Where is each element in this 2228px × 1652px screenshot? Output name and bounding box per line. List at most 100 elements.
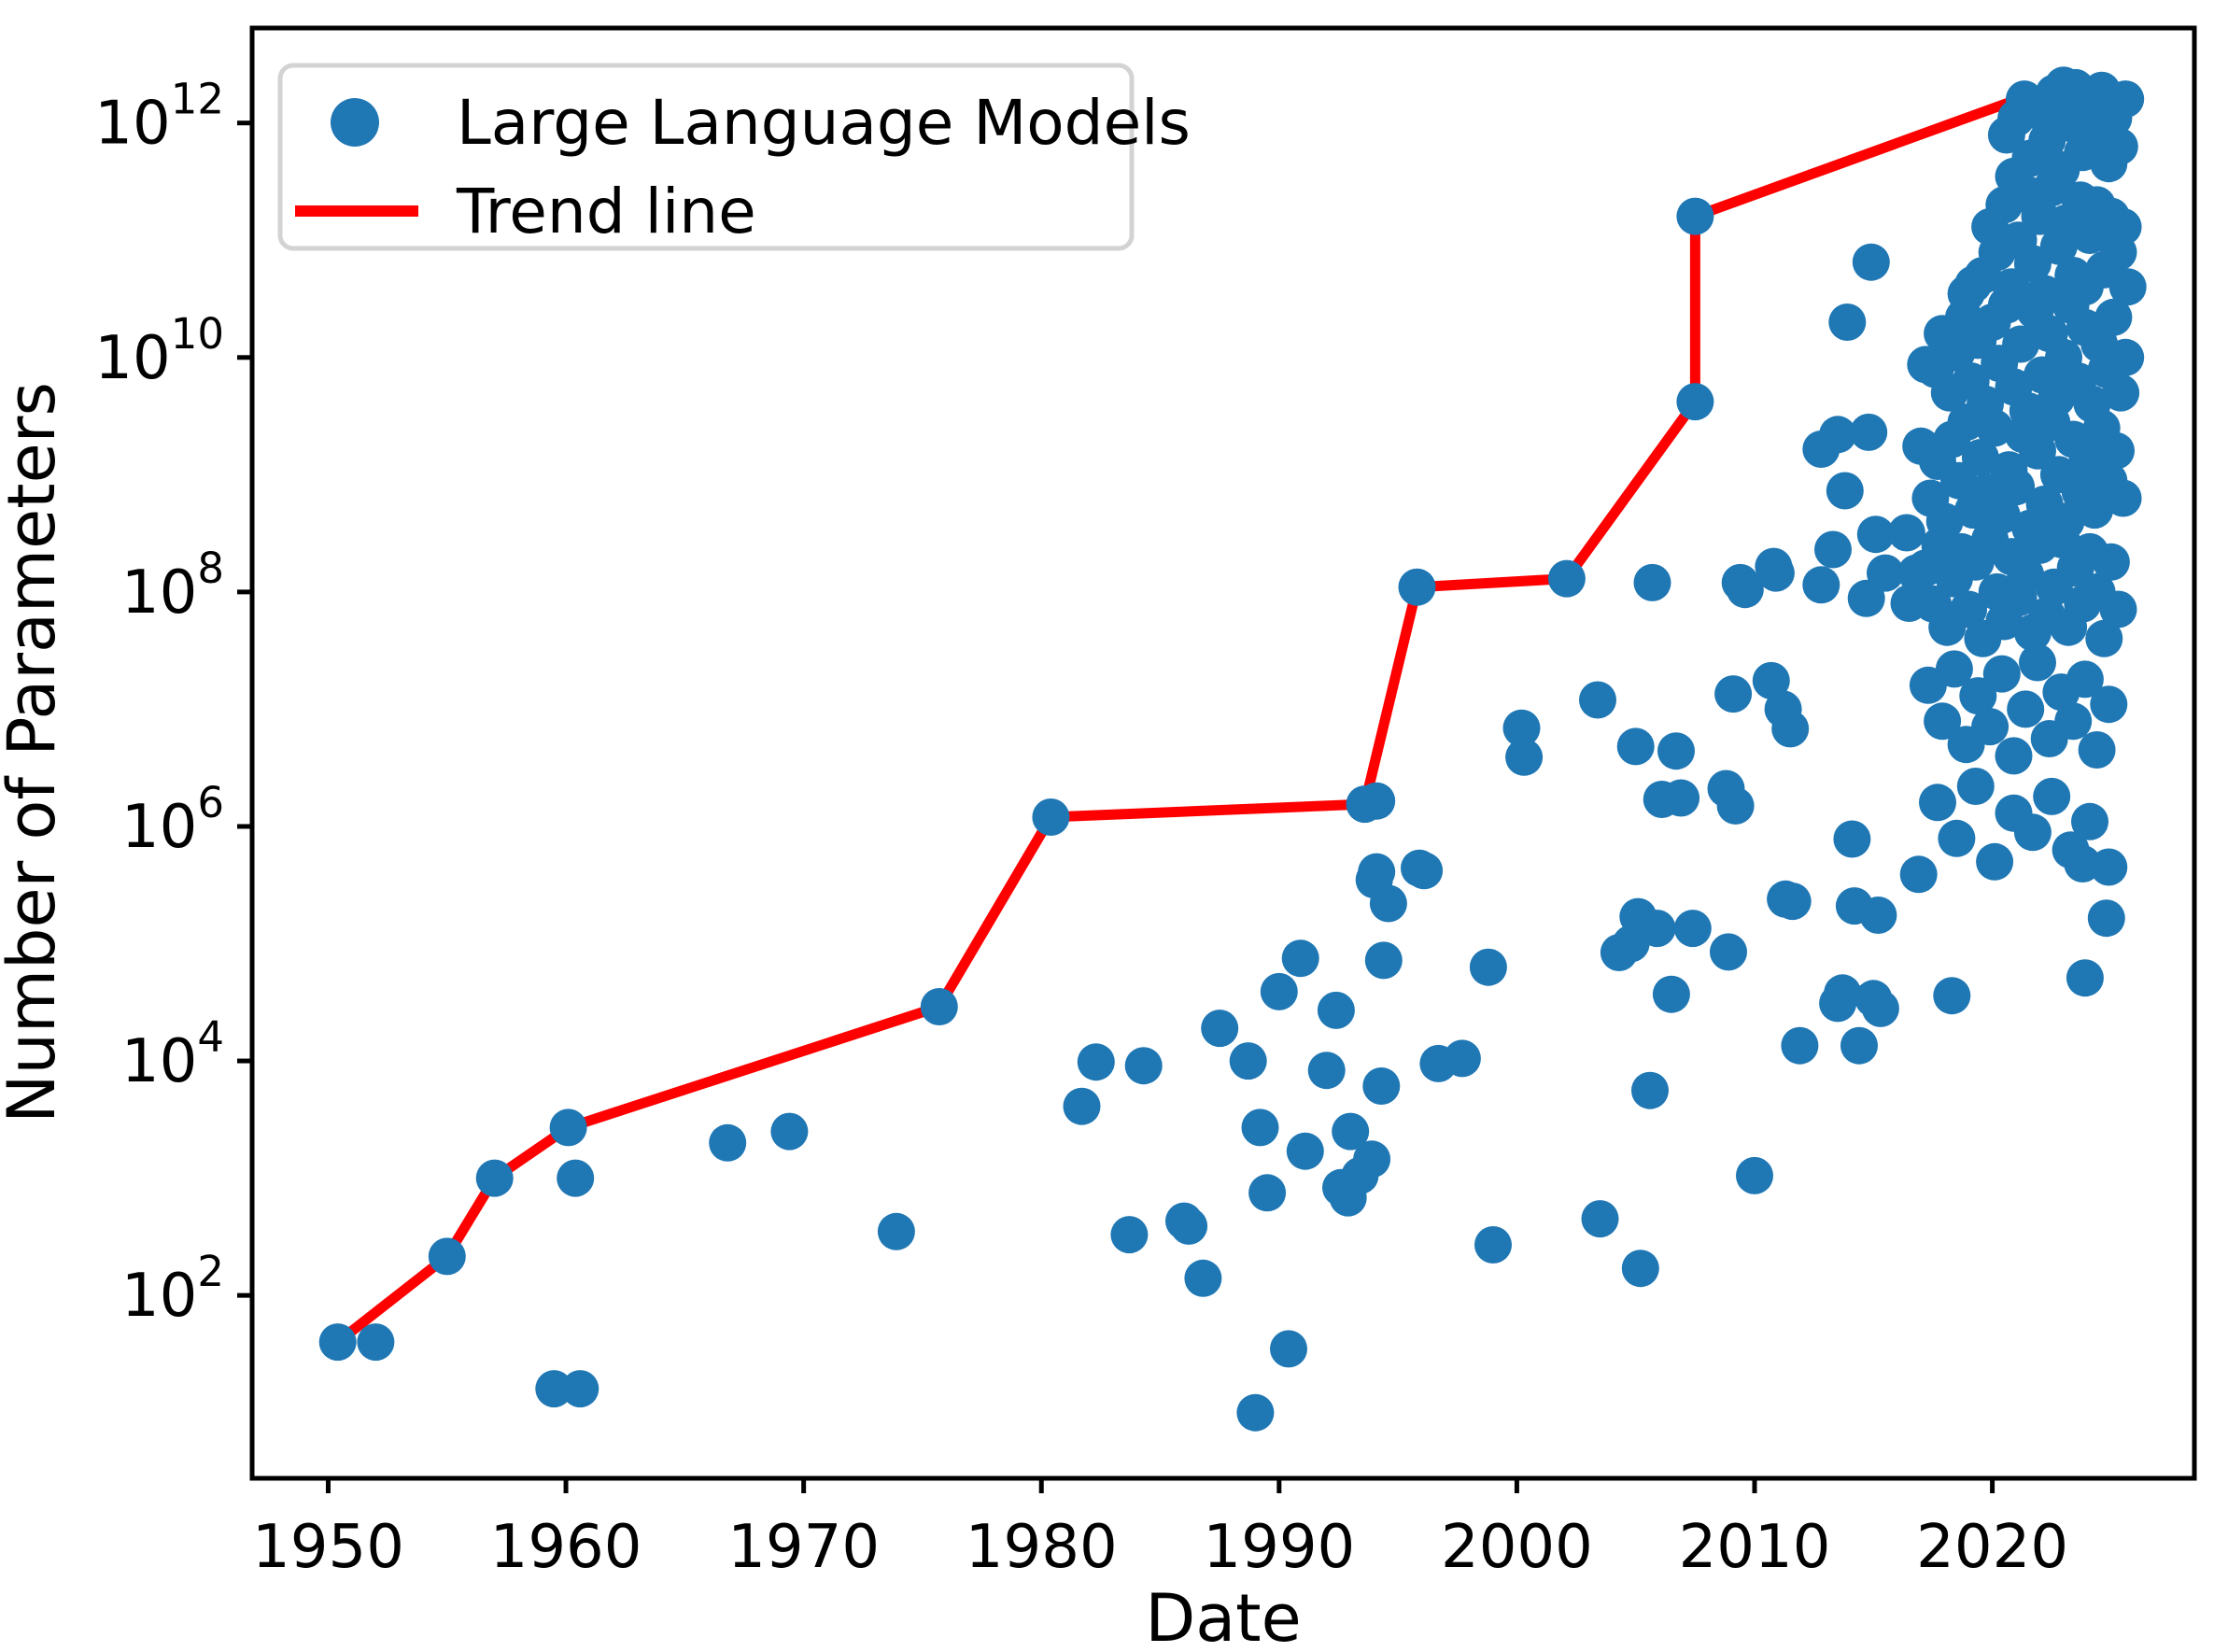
legend-scatter-marker-icon	[331, 98, 379, 147]
data-point	[1270, 1330, 1307, 1368]
y-tick-label: 102	[121, 1247, 224, 1331]
data-point	[1229, 1042, 1267, 1080]
data-point	[2085, 619, 2123, 657]
data-point	[2066, 660, 2104, 699]
data-point	[1752, 661, 1790, 699]
y-tick-label: 104	[121, 1012, 224, 1096]
data-point	[1362, 1067, 1401, 1105]
data-point	[2078, 731, 2116, 769]
data-point	[1633, 563, 1671, 601]
data-point	[1771, 710, 1810, 748]
data-point	[2013, 813, 2052, 852]
data-point	[1063, 1087, 1101, 1125]
data-point	[2102, 374, 2140, 412]
data-point	[2019, 431, 2056, 470]
data-point	[1358, 853, 1396, 891]
data-point	[1781, 1026, 1819, 1065]
data-point	[549, 1108, 587, 1147]
data-point	[2107, 80, 2145, 119]
data-point	[770, 1112, 809, 1151]
data-point	[1947, 403, 1985, 442]
data-point	[318, 1323, 357, 1362]
data-point	[1184, 1259, 1222, 1297]
data-point	[1241, 1108, 1279, 1147]
data-point	[1756, 554, 1795, 592]
data-point	[1726, 571, 1764, 609]
data-point	[1859, 897, 1897, 934]
x-tick-label: 1960	[490, 1513, 642, 1582]
data-point	[1736, 1156, 1773, 1194]
data-point	[2013, 245, 2052, 283]
data-point	[1887, 514, 1925, 552]
data-point	[2007, 690, 2045, 728]
data-point	[1281, 939, 1319, 978]
data-point	[1971, 708, 2009, 746]
x-tick-label: 2010	[1679, 1513, 1831, 1582]
data-point	[1773, 882, 1812, 921]
data-point	[1814, 530, 1852, 569]
data-point	[1997, 468, 2036, 506]
data-point	[1662, 779, 1700, 817]
data-point	[1828, 304, 1867, 341]
data-point	[1353, 1140, 1391, 1179]
data-point	[709, 1123, 747, 1162]
data-point	[1976, 409, 2014, 447]
data-point	[357, 1323, 395, 1362]
data-point	[1502, 709, 1541, 747]
x-tick-label: 1980	[966, 1513, 1118, 1582]
data-point	[1638, 910, 1676, 948]
data-point	[2087, 899, 2125, 938]
data-point	[1899, 855, 1938, 894]
data-point	[535, 1370, 573, 1408]
data-point	[1826, 472, 1864, 510]
data-point	[2033, 777, 2071, 815]
data-point	[1581, 1200, 1619, 1238]
data-point	[1332, 1112, 1370, 1151]
data-point	[2094, 298, 2133, 336]
data-point	[1935, 650, 1973, 688]
data-point	[1856, 515, 1895, 554]
data-point	[1032, 798, 1070, 836]
data-point	[1616, 727, 1655, 766]
data-point	[2071, 802, 2108, 840]
legend-label-trend: Trend line	[456, 176, 756, 247]
data-point	[2099, 590, 2137, 628]
y-axis-ticks: 102 104 106 108 1010 1012	[94, 75, 252, 1331]
data-point	[1938, 819, 1976, 857]
data-point	[1364, 941, 1403, 980]
data-point	[1919, 784, 1956, 822]
data-point	[2090, 685, 2128, 724]
x-tick-label: 1950	[252, 1513, 404, 1582]
data-point	[2090, 848, 2128, 886]
y-tick-label: 108	[121, 544, 224, 628]
data-point	[2107, 338, 2145, 376]
data-point	[877, 1212, 915, 1250]
data-point	[1961, 439, 1999, 476]
data-point	[1657, 732, 1695, 770]
data-point	[1716, 786, 1755, 825]
data-point	[1933, 977, 1971, 1015]
data-point	[2097, 431, 2135, 470]
plot-border	[249, 25, 2197, 1481]
data-point	[1867, 554, 1904, 592]
y-axis-label: Number of Parameters	[0, 382, 70, 1123]
data-point	[1673, 910, 1712, 948]
x-tick-label: 2020	[1916, 1513, 2068, 1582]
data-point	[1833, 820, 1871, 858]
trend-line-path	[334, 93, 2093, 1347]
data-point	[1631, 1071, 1669, 1109]
data-point	[1505, 738, 1544, 776]
data-point	[1579, 681, 1616, 719]
data-point	[1840, 1026, 1878, 1065]
data-point	[1710, 933, 1747, 971]
scatter-series	[318, 66, 2147, 1432]
data-point	[1819, 416, 1857, 454]
data-point	[1824, 974, 1862, 1012]
legend: Large Language Models Trend line	[277, 63, 1191, 251]
data-point	[1398, 568, 1436, 606]
data-point	[2019, 643, 2056, 682]
data-point	[1124, 1047, 1163, 1085]
x-axis-label: Date	[1145, 1580, 1301, 1652]
x-tick-label: 2000	[1441, 1513, 1593, 1582]
